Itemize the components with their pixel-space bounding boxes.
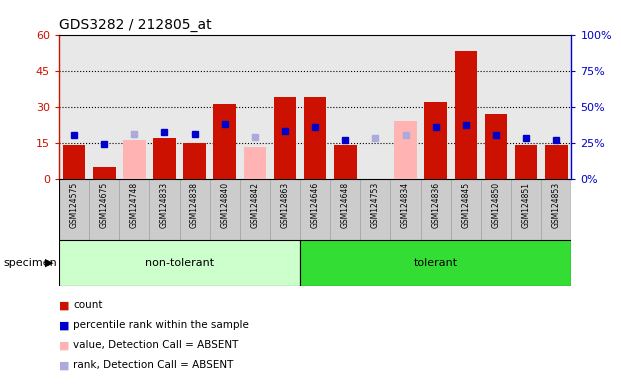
Text: ■: ■: [59, 360, 70, 370]
Text: GSM124863: GSM124863: [281, 182, 289, 228]
Bar: [93, 167, 116, 179]
Text: rank, Detection Call = ABSENT: rank, Detection Call = ABSENT: [73, 360, 233, 370]
Bar: [214, 104, 236, 179]
Text: GSM124842: GSM124842: [250, 182, 260, 228]
Text: GDS3282 / 212805_at: GDS3282 / 212805_at: [59, 18, 212, 32]
Bar: [150, 179, 179, 240]
Bar: [484, 114, 507, 179]
Text: GSM124748: GSM124748: [130, 182, 139, 228]
Bar: [63, 145, 85, 179]
Text: GSM124836: GSM124836: [431, 182, 440, 228]
Text: specimen: specimen: [3, 258, 57, 268]
Text: GSM124850: GSM124850: [491, 182, 501, 228]
Bar: [210, 179, 240, 240]
Bar: [360, 179, 391, 240]
Bar: [153, 138, 176, 179]
Text: GSM124646: GSM124646: [310, 182, 320, 228]
Bar: [391, 179, 420, 240]
Bar: [545, 145, 568, 179]
Bar: [304, 97, 327, 179]
Bar: [274, 97, 296, 179]
Bar: [420, 179, 451, 240]
Bar: [123, 140, 146, 179]
Bar: [59, 240, 300, 286]
Text: ■: ■: [59, 340, 70, 350]
Bar: [455, 51, 477, 179]
Bar: [515, 145, 537, 179]
Bar: [424, 102, 447, 179]
Bar: [183, 142, 206, 179]
Text: GSM124834: GSM124834: [401, 182, 410, 228]
Text: GSM124853: GSM124853: [551, 182, 561, 228]
Text: count: count: [73, 300, 103, 310]
Bar: [300, 179, 330, 240]
Text: GSM124675: GSM124675: [100, 182, 109, 228]
Text: ■: ■: [59, 320, 70, 330]
Bar: [330, 179, 360, 240]
Bar: [300, 240, 571, 286]
Bar: [119, 179, 150, 240]
Bar: [541, 179, 571, 240]
Bar: [270, 179, 300, 240]
Text: tolerant: tolerant: [414, 258, 458, 268]
Text: GSM124845: GSM124845: [461, 182, 470, 228]
Text: GSM124833: GSM124833: [160, 182, 169, 228]
Text: GSM124851: GSM124851: [522, 182, 530, 228]
Bar: [179, 179, 210, 240]
Bar: [481, 179, 511, 240]
Text: GSM124753: GSM124753: [371, 182, 380, 228]
Text: GSM124575: GSM124575: [70, 182, 79, 228]
Text: non-tolerant: non-tolerant: [145, 258, 214, 268]
Bar: [59, 179, 89, 240]
Bar: [451, 179, 481, 240]
Bar: [89, 179, 119, 240]
Bar: [243, 147, 266, 179]
Text: value, Detection Call = ABSENT: value, Detection Call = ABSENT: [73, 340, 238, 350]
Bar: [394, 121, 417, 179]
Text: percentile rank within the sample: percentile rank within the sample: [73, 320, 249, 330]
Text: GSM124840: GSM124840: [220, 182, 229, 228]
Text: GSM124648: GSM124648: [341, 182, 350, 228]
Bar: [240, 179, 270, 240]
Text: GSM124838: GSM124838: [190, 182, 199, 228]
Text: ■: ■: [59, 300, 70, 310]
Text: ▶: ▶: [45, 258, 54, 268]
Bar: [334, 145, 356, 179]
Bar: [511, 179, 541, 240]
